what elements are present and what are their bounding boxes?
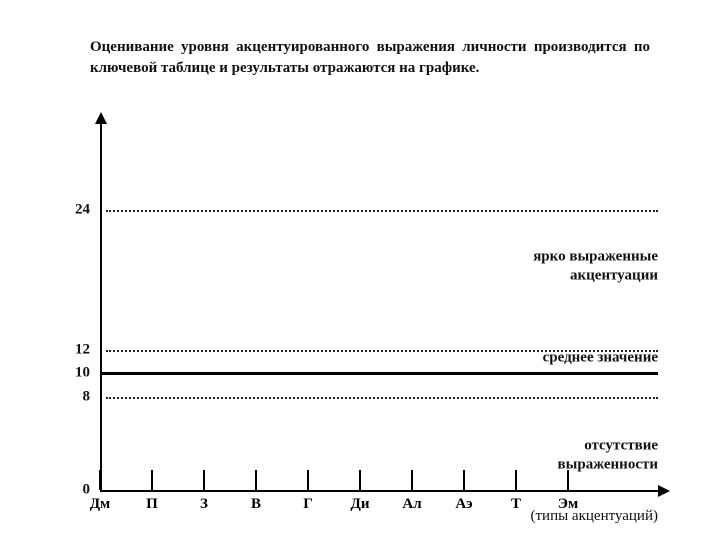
x-category-label: П <box>146 496 158 513</box>
x-tick <box>255 470 257 490</box>
gridline-mean <box>102 372 658 375</box>
y-tick-label: 8 <box>50 388 90 405</box>
x-category-label: Аэ <box>455 496 472 513</box>
region-label-mean: среднее значение <box>543 349 658 368</box>
x-axis <box>100 490 660 492</box>
x-category-label: Ди <box>351 496 370 513</box>
x-tick <box>203 470 205 490</box>
accentuation-chart: 24 12 10 8 0 ярко выраженные акцентуации… <box>40 110 680 520</box>
region-label-absent: отсутствие выраженности <box>558 436 658 474</box>
y-axis-arrow-icon <box>95 112 107 124</box>
x-axis-title: (типы акцентуаций) <box>531 508 659 525</box>
y-tick-label: 0 <box>50 482 90 499</box>
x-tick <box>99 470 101 490</box>
x-axis-arrow-icon <box>658 485 670 497</box>
x-tick <box>411 470 413 490</box>
caption-text: Оценивание уровня акцентуированного выра… <box>90 37 650 79</box>
gridline <box>106 397 658 399</box>
x-tick <box>307 470 309 490</box>
y-tick-label: 24 <box>50 202 90 219</box>
x-category-label: З <box>200 496 208 513</box>
x-category-label: Ал <box>402 496 421 513</box>
page: Оценивание уровня акцентуированного выра… <box>0 0 720 540</box>
y-tick-label: 10 <box>50 365 90 382</box>
x-tick <box>359 470 361 490</box>
gridline <box>106 210 658 212</box>
x-category-label: Г <box>303 496 313 513</box>
x-tick <box>151 470 153 490</box>
x-tick <box>515 470 517 490</box>
x-tick <box>463 470 465 490</box>
region-label-high: ярко выраженные акцентуации <box>533 247 658 285</box>
y-axis <box>100 120 102 492</box>
x-category-label: Дм <box>90 496 111 513</box>
x-category-label: В <box>251 496 261 513</box>
x-tick <box>567 470 569 490</box>
y-tick-label: 12 <box>50 342 90 359</box>
x-category-label: Т <box>511 496 521 513</box>
